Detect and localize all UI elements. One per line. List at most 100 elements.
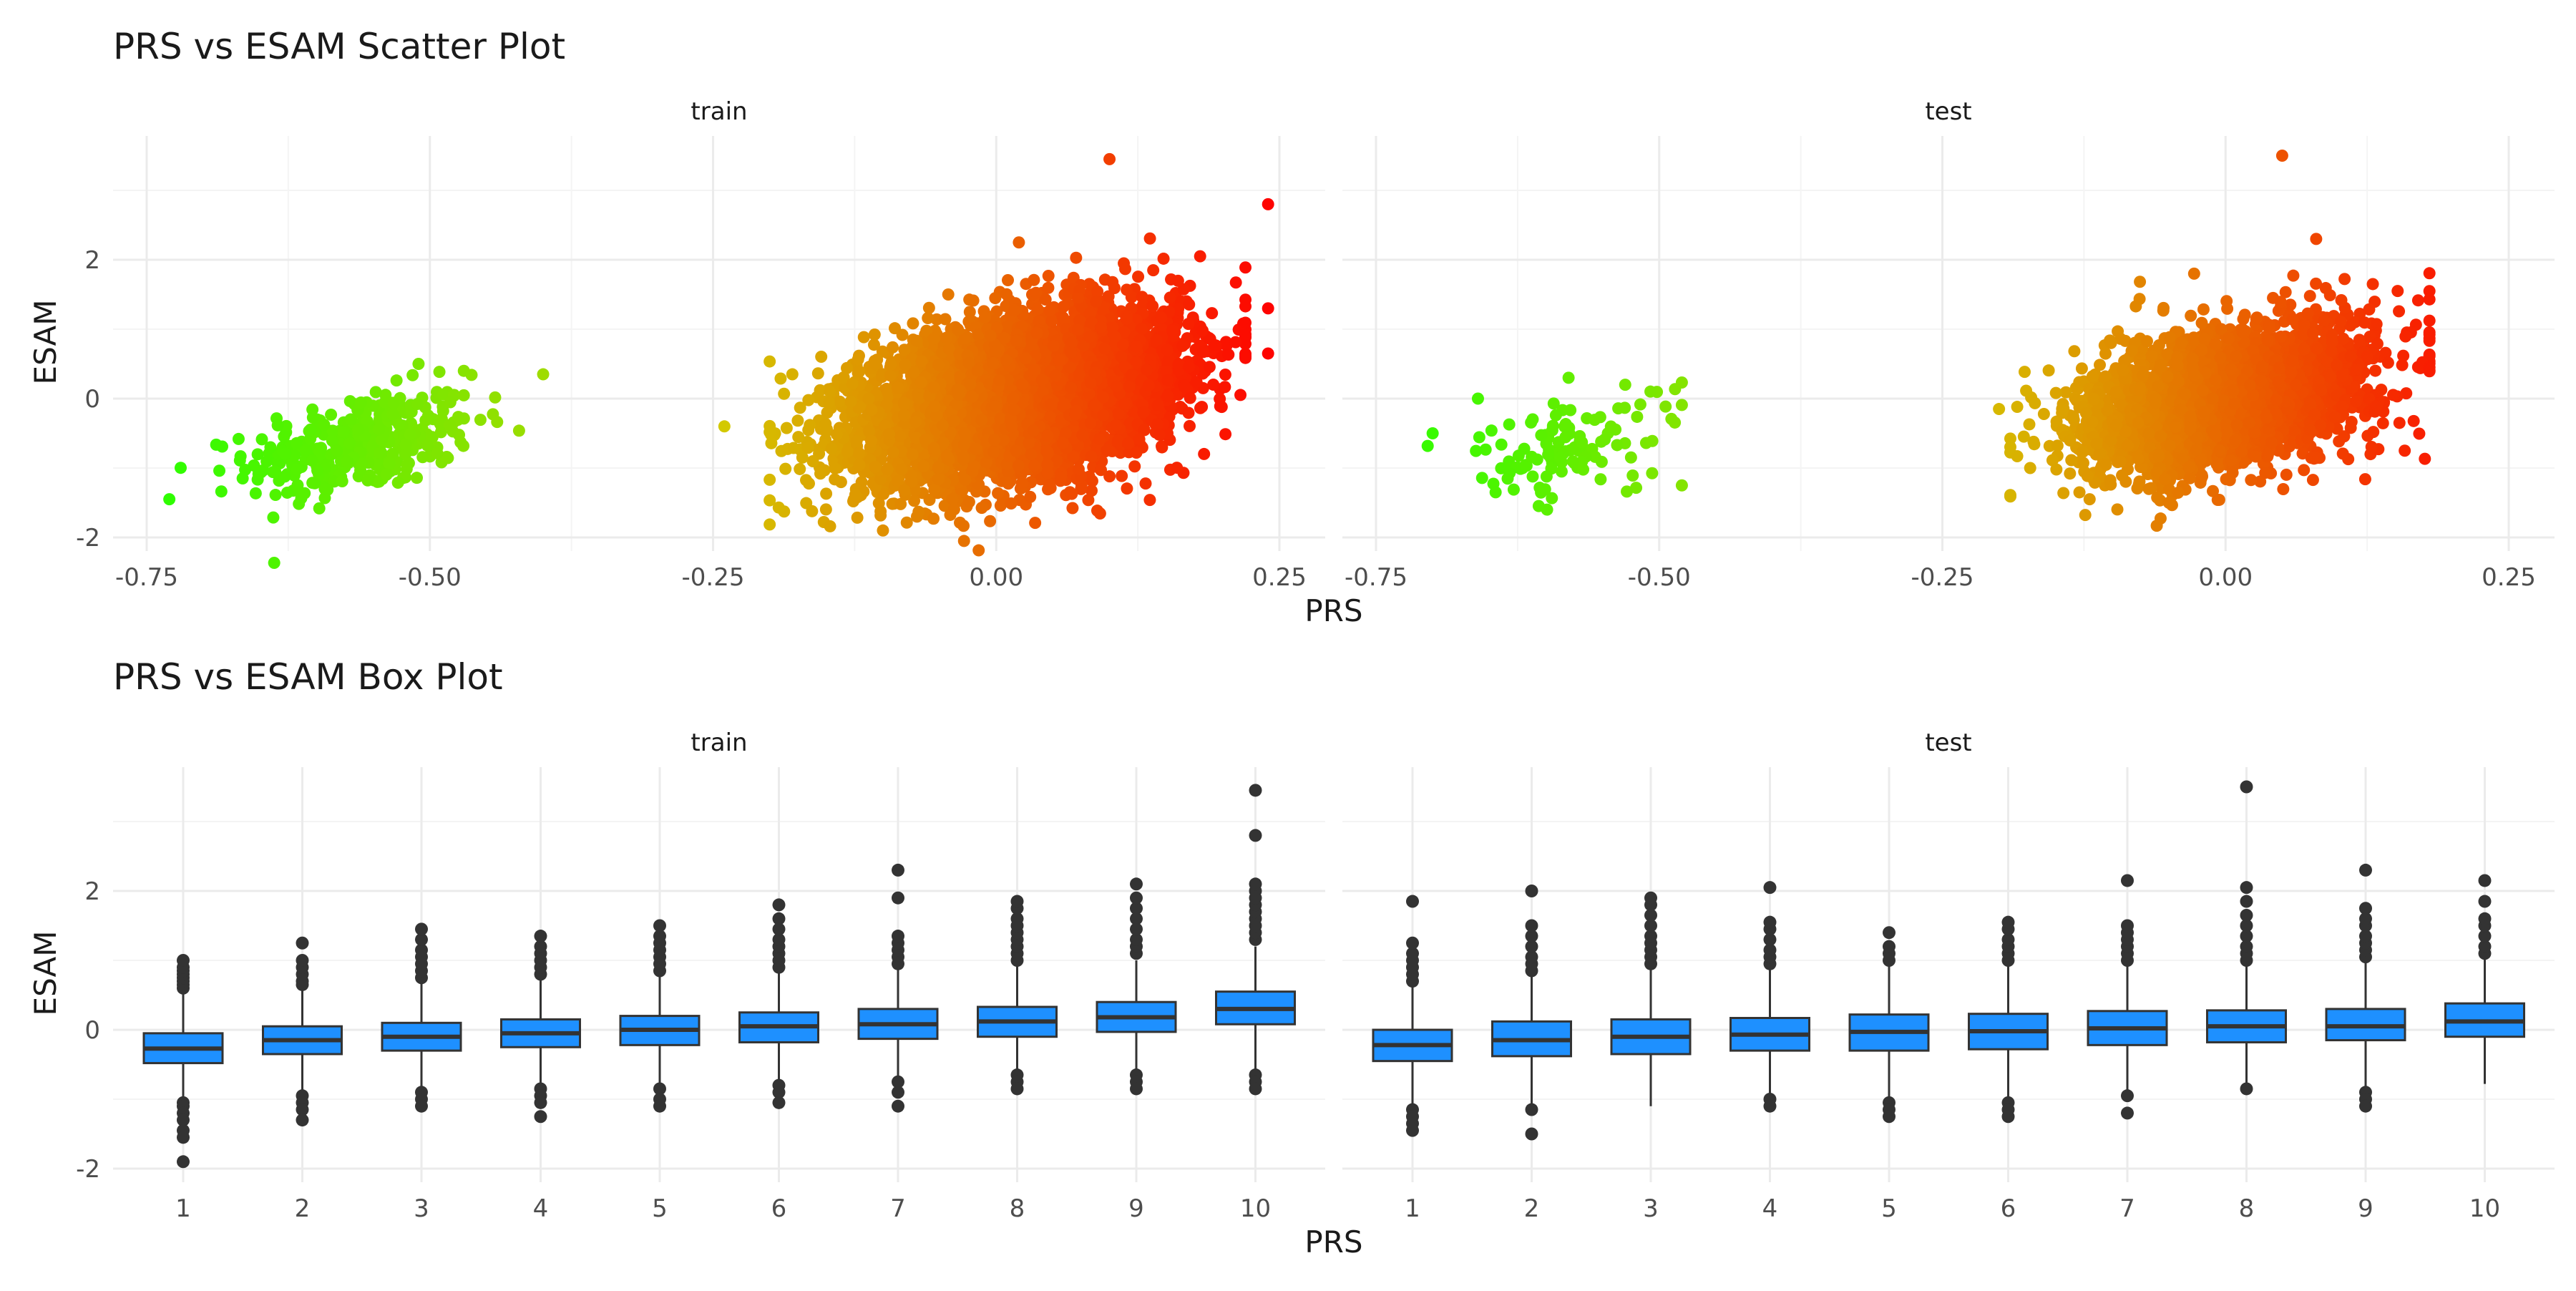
scatter-point: [1147, 264, 1159, 276]
scatter-point: [945, 509, 957, 521]
scatter-point: [1066, 502, 1078, 514]
scatter-point: [829, 462, 841, 474]
scatter-point: [1239, 301, 1252, 313]
scatter-point: [1016, 477, 1028, 489]
scatter-point: [1219, 428, 1231, 440]
scatter-point: [306, 454, 318, 467]
scatter-point: [901, 517, 913, 529]
scatter-point: [267, 512, 279, 524]
scatter-point: [1128, 460, 1141, 472]
scatter-point: [763, 356, 776, 368]
scatter-point: [458, 389, 470, 401]
scatter-point: [820, 487, 832, 500]
scatter-point: [1032, 303, 1044, 315]
scatter-point: [815, 351, 827, 363]
scatter-point: [763, 495, 776, 507]
scatter-point: [824, 520, 836, 532]
scatter-point: [381, 469, 393, 481]
scatter-point: [416, 451, 429, 463]
scatter-point: [947, 493, 959, 505]
scatter-point: [305, 424, 317, 436]
scatter-point: [264, 442, 276, 454]
scatter-x-tick-label: -0.25: [682, 563, 745, 592]
scatter-point: [280, 448, 292, 460]
scatter-point: [912, 506, 924, 518]
scatter-point: [491, 416, 503, 428]
scatter-point: [1030, 287, 1042, 299]
scatter-point: [829, 473, 841, 485]
scatter-point: [1239, 261, 1252, 273]
scatter-point: [272, 419, 284, 432]
scatter-point: [386, 408, 399, 420]
scatter-point: [404, 428, 416, 440]
scatter-point: [849, 489, 862, 501]
scatter-point: [278, 431, 290, 443]
scatter-point: [763, 518, 776, 530]
scatter-point: [373, 423, 385, 435]
scatter-point: [1143, 494, 1156, 506]
scatter-point: [763, 474, 776, 486]
scatter-point: [489, 391, 501, 404]
scatter-point: [834, 396, 846, 408]
scatter-point: [291, 463, 303, 475]
scatter-point: [781, 422, 793, 434]
scatter-point: [1173, 358, 1185, 370]
scatter-point: [964, 306, 976, 318]
scatter-point: [376, 434, 388, 446]
scatter-point: [411, 472, 423, 484]
scatter-point: [897, 328, 909, 341]
scatter-point: [812, 367, 824, 379]
scatter-point: [814, 467, 826, 479]
scatter-point: [341, 455, 353, 467]
scatter-point: [1146, 300, 1158, 312]
scatter-point: [1207, 379, 1219, 391]
scatter-point: [1000, 288, 1013, 301]
scatter-point: [1172, 275, 1184, 287]
scatter-point: [852, 354, 864, 366]
scatter-point: [336, 475, 348, 487]
scatter-point: [318, 419, 330, 431]
scatter-point: [344, 414, 356, 426]
scatter-point: [1002, 274, 1014, 286]
scatter-point: [763, 426, 776, 438]
scatter-point: [454, 437, 467, 449]
scatter-point: [401, 459, 414, 471]
scatter-point: [331, 444, 343, 457]
scatter-point: [806, 455, 819, 467]
scatter-point: [318, 483, 331, 495]
scatter-x-tick-label: -0.75: [115, 563, 178, 592]
scatter-point: [1043, 479, 1055, 491]
scatter-point: [1132, 271, 1144, 283]
scatter-point: [260, 455, 273, 467]
scatter-point: [338, 426, 350, 438]
scatter-point: [1042, 282, 1054, 294]
scatter-point: [1198, 448, 1210, 460]
scatter-point: [806, 505, 818, 517]
scatter-point: [343, 437, 356, 449]
scatter-point: [1082, 494, 1094, 506]
scatter-title: PRS vs ESAM Scatter Plot: [113, 26, 565, 67]
scatter-point: [344, 395, 356, 407]
scatter-point: [820, 503, 832, 515]
scatter-point: [928, 484, 940, 496]
scatter-point: [963, 496, 975, 508]
scatter-point: [293, 498, 305, 510]
scatter-point: [361, 474, 374, 487]
scatter-point: [175, 462, 187, 474]
scatter-point: [1070, 252, 1082, 264]
scatter-point: [352, 424, 364, 436]
scatter-point: [250, 487, 262, 500]
scatter-point: [1121, 283, 1133, 296]
scatter-point: [794, 463, 806, 475]
scatter-x-tick-label: -0.50: [399, 563, 462, 592]
scatter-point: [279, 470, 291, 482]
scatter-point: [851, 435, 863, 447]
scatter-point: [928, 333, 940, 345]
scatter-point: [1055, 471, 1067, 483]
scatter-point: [1024, 491, 1036, 503]
scatter-point: [881, 383, 893, 395]
scatter-point: [1043, 270, 1055, 282]
scatter-point: [392, 477, 404, 489]
scatter-point: [972, 545, 985, 557]
